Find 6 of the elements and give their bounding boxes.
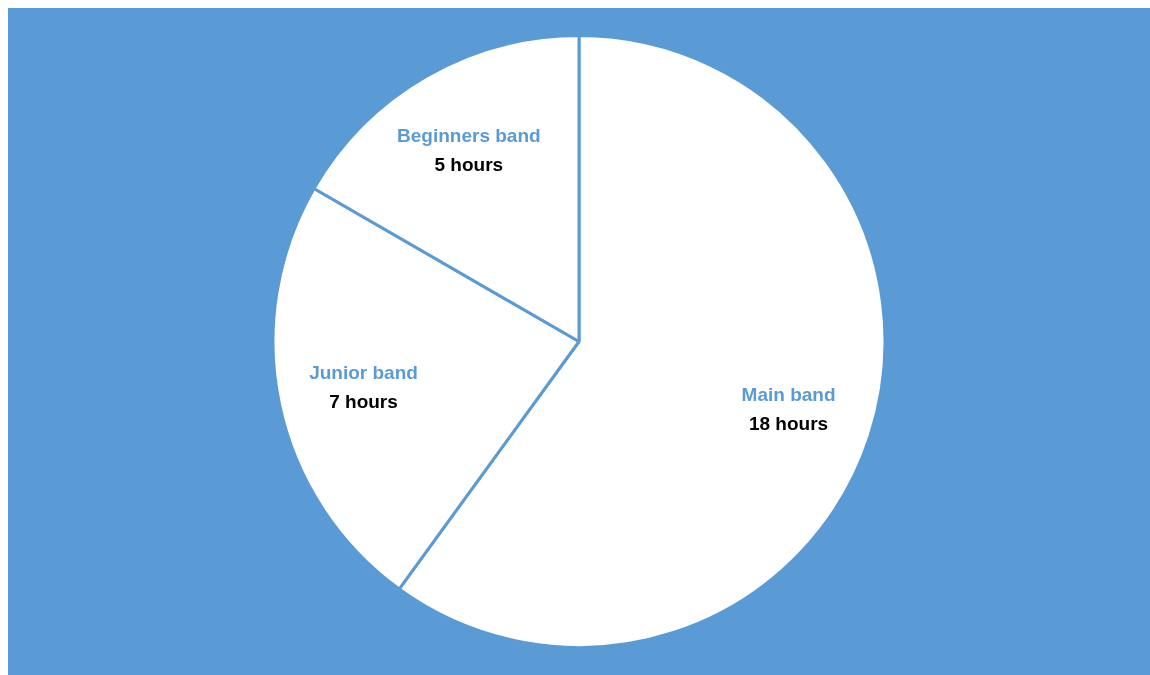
slice-label: Main band (741, 383, 836, 405)
slice-label: Junior band (309, 361, 418, 383)
data-label: 7 hours (329, 390, 398, 412)
data-label: 5 hours (434, 153, 504, 175)
data-label: 18 hours (748, 412, 829, 434)
slice-label: Beginners band (397, 124, 541, 146)
